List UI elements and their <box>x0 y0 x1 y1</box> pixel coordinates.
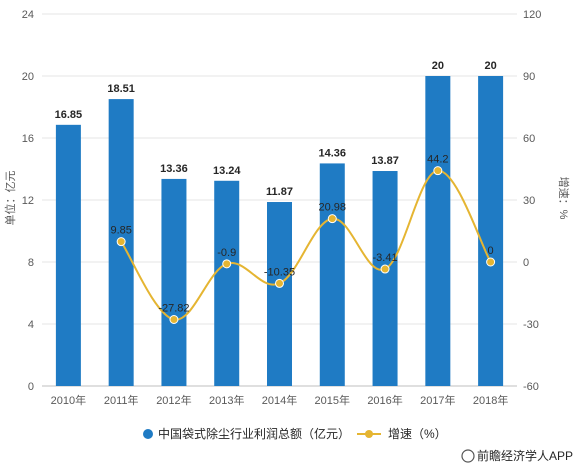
y-tick-label: 8 <box>28 257 34 269</box>
line-series <box>116 166 496 324</box>
line-point <box>486 257 496 267</box>
y2-tick-label: 0 <box>523 257 529 269</box>
bar-series <box>55 76 504 386</box>
x-tick-label: 2015年 <box>315 393 350 407</box>
y-tick-label: 16 <box>22 133 34 145</box>
line-value-label: 20.98 <box>319 202 347 214</box>
source-mark: 前瞻经济学人APP <box>461 448 573 463</box>
legend-line-swatch-dot <box>365 430 373 438</box>
bar <box>161 178 187 386</box>
x-tick-label: 2012年 <box>156 393 191 407</box>
y-axis-title: 单位：亿元 <box>3 171 17 226</box>
bar <box>478 76 504 386</box>
x-tick-label: 2016年 <box>367 393 402 407</box>
bar <box>372 171 398 386</box>
bar-value-label: 13.36 <box>160 163 188 175</box>
legend: 中国袋式除尘行业利润总额（亿元） 增速（%） <box>143 426 447 441</box>
x-tick-label: 2017年 <box>420 393 455 407</box>
bar-value-label: 20 <box>432 60 444 72</box>
x-axis: 2010年 2011年 2012年 2013年 2014年 2015年 2016年 2017年… <box>51 393 509 407</box>
y2-tick-label: 90 <box>523 71 535 83</box>
data-labels: 16.85 18.51 13.36 13.24 11.87 14.36 13.87 20 20 9… <box>55 60 497 314</box>
bar <box>55 124 81 386</box>
line-point <box>433 166 443 176</box>
y-axis-left: 0 4 8 12 16 20 24 <box>22 9 34 393</box>
y-tick-label: 24 <box>22 9 34 21</box>
y-tick-label: 12 <box>22 195 34 207</box>
bar-value-label: 13.24 <box>213 165 241 177</box>
bar <box>214 180 240 386</box>
y-tick-label: 0 <box>28 381 34 393</box>
bar <box>267 202 292 386</box>
y2-tick-label: 60 <box>523 133 535 145</box>
bar-value-label: 11.87 <box>266 186 293 198</box>
line-point <box>116 237 126 247</box>
line-value-label: 9.85 <box>110 225 131 237</box>
bar-value-label: 16.85 <box>55 109 83 121</box>
x-tick-label: 2010年 <box>51 393 86 407</box>
y2-tick-label: -60 <box>523 381 539 393</box>
line-value-label: -0.9 <box>217 247 236 259</box>
bar-value-label: 20 <box>484 60 496 72</box>
source-text: 前瞻经济学人APP <box>477 448 573 463</box>
bar-value-label: 18.51 <box>107 83 135 95</box>
bar <box>425 76 451 386</box>
line-value-label: -10.35 <box>264 266 295 278</box>
legend-bar-label: 中国袋式除尘行业利润总额（亿元） <box>158 426 350 441</box>
y-axis-right: -60 -30 0 30 60 90 120 <box>523 9 541 393</box>
line-point <box>327 214 337 224</box>
line-value-label: 44.2 <box>427 154 448 166</box>
x-tick-label: 2014年 <box>262 393 297 407</box>
line-value-label: -3.41 <box>373 252 398 264</box>
bar <box>319 163 345 386</box>
bar-value-label: 13.87 <box>371 155 399 167</box>
y2-tick-label: 120 <box>523 9 541 21</box>
legend-line-label: 增速（%） <box>388 427 447 441</box>
source-logo-icon <box>461 449 475 463</box>
x-tick-label: 2011年 <box>104 393 139 407</box>
line-point <box>380 264 390 274</box>
y2-tick-label: -30 <box>523 319 539 331</box>
y2-axis-title: 增速：% <box>557 177 571 220</box>
bar-value-label: 14.36 <box>319 147 347 159</box>
y2-tick-label: 30 <box>523 195 535 207</box>
y-tick-label: 20 <box>22 71 34 83</box>
x-tick-label: 2013年 <box>209 393 244 407</box>
line-value-label: -27.82 <box>158 302 189 314</box>
line-point <box>275 278 284 288</box>
y-tick-label: 4 <box>28 319 34 331</box>
line-point <box>169 314 179 324</box>
line-value-label: 0 <box>488 245 494 257</box>
legend-bar-swatch <box>143 429 153 439</box>
x-tick-label: 2018年 <box>473 393 508 407</box>
line-point <box>222 259 232 269</box>
